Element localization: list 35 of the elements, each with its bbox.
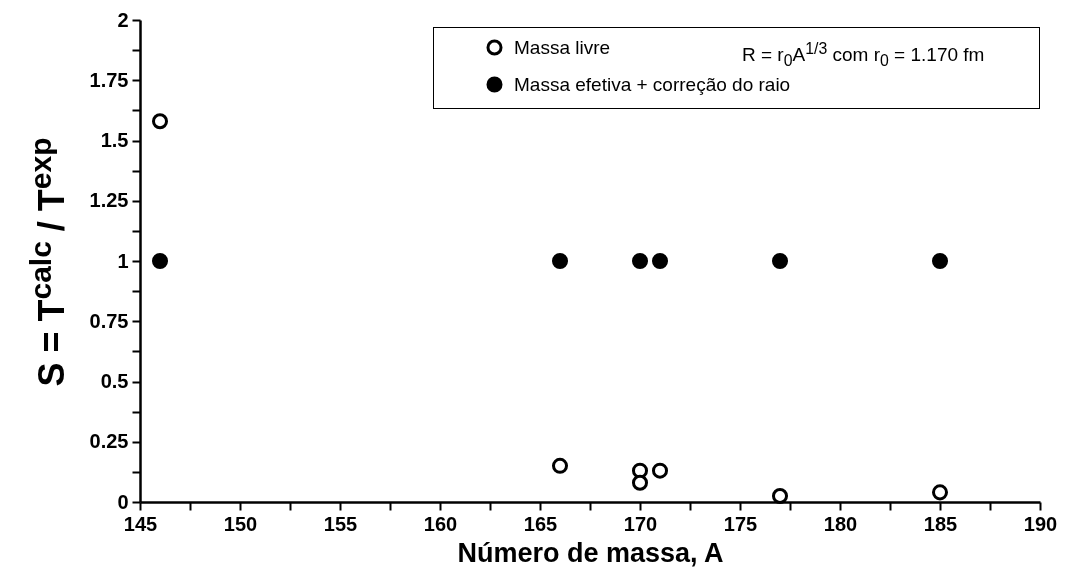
y-tick-label: 1.25	[89, 189, 129, 212]
point	[931, 252, 949, 270]
annotation: R = r$_{0}$A$^{1/3}$ com r$_{0}$ = 1.170 fm	[742, 40, 985, 71]
point	[151, 252, 169, 270]
legend-label: Massa livre	[514, 36, 611, 58]
y-tick-label: 1.75	[89, 68, 129, 91]
point	[151, 113, 169, 130]
point	[771, 487, 789, 504]
y-tick-label: 0.25	[89, 430, 129, 453]
point	[551, 252, 569, 270]
y-tick-label: 1.5	[100, 129, 129, 151]
x-axis-title: Número de massa, A	[457, 537, 724, 568]
x-tick-label: 190	[1023, 512, 1058, 535]
legend-label: Massa efetiva + correção do raio	[514, 73, 791, 95]
point	[651, 462, 669, 479]
x-tick-label: 165	[523, 512, 558, 535]
point	[551, 457, 569, 474]
y-tick-label: 1	[117, 249, 129, 272]
x-tick-label: 170	[623, 512, 658, 535]
point	[931, 484, 949, 501]
x-tick-label: 180	[823, 512, 858, 535]
y-tick-label: 2	[117, 8, 129, 31]
x-tick-label: 150	[223, 512, 258, 535]
x-tick-label: 145	[123, 512, 158, 535]
x-tick-label: 175	[723, 512, 758, 535]
x-tick-label: 185	[923, 512, 958, 535]
y-tick-label: 0.75	[89, 309, 129, 332]
point	[771, 252, 789, 270]
point	[631, 474, 649, 491]
point	[631, 252, 649, 270]
x-tick-label: 160	[423, 512, 458, 535]
x-tick-label: 155	[323, 512, 358, 535]
y-tick-label: 0.5	[100, 370, 129, 392]
point	[651, 252, 669, 270]
y-tick-label: 0	[117, 490, 129, 513]
